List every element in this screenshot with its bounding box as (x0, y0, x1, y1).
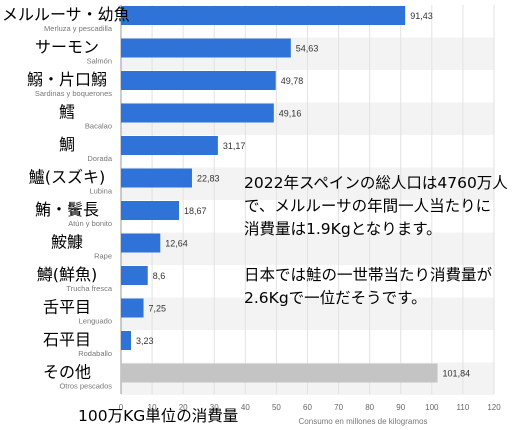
category-label-es: Rodaballo (78, 349, 112, 358)
bar (121, 233, 161, 253)
category-label-es: Otros pescados (59, 382, 112, 391)
category-label-es: Merluza y pescadilla (44, 24, 113, 33)
category-label-jp: 鮟鱇 (51, 233, 83, 252)
category-label-jp: メルルーサ・幼魚 (2, 5, 130, 24)
x-tick-label: 50 (272, 403, 281, 412)
annotation-line: で、メルルーサの年間一人当たりに (244, 197, 492, 215)
bar (121, 136, 218, 155)
value-label: 101,84 (443, 369, 471, 379)
value-label: 12,64 (165, 239, 188, 249)
annotation-text: 2022年スペインの総人口は4760万人 で、メルルーサの年間一人当たりに 消費… (244, 172, 531, 310)
category-label-jp: 鰯・片口鰯 (27, 70, 107, 89)
unit-caption: 100万KG単位の消費量 (78, 407, 239, 425)
value-labels: 91,43 54,63 49,78 49,16 31,17 22,83 18,67 12,64… (136, 11, 470, 379)
category-label-es: Bacalao (85, 122, 112, 131)
x-tick-label: 120 (487, 403, 501, 412)
category-label-jp: 鱸(スズキ) (29, 168, 106, 187)
value-label: 7,25 (149, 304, 167, 314)
category-label-jp: 鮪・鬢長 (35, 200, 99, 219)
category-label-es: Sardinas y boquerones (35, 89, 112, 98)
bar (121, 168, 192, 188)
bar (121, 71, 276, 90)
category-label-es: Trucha fresca (66, 284, 112, 293)
value-label: 91,43 (410, 11, 433, 21)
category-label-jp: 鱈 (59, 103, 75, 122)
bar (121, 331, 132, 350)
value-label: 3,23 (136, 336, 154, 346)
category-label-jp: 鱒(鮮魚) (37, 265, 98, 284)
gridlines (120, 5, 495, 394)
category-label-jp: 鯛 (59, 135, 75, 154)
bar (121, 266, 148, 285)
value-label: 49,78 (281, 76, 304, 86)
x-tick-label: 110 (457, 403, 470, 412)
x-tick-label: 30 (210, 403, 219, 412)
value-label: 31,17 (223, 141, 246, 151)
value-label: 18,67 (184, 206, 207, 216)
bar (121, 201, 180, 220)
x-axis-ticks: 0 10 20 30 40 50 60 70 80 90 100 110 120 (119, 403, 501, 412)
x-axis-label: Consumo en millones de kilogramos (299, 417, 428, 426)
category-label-es: Lubina (89, 187, 112, 196)
category-label-jp: 舌平目 (43, 298, 91, 317)
x-tick-label: 0 (119, 403, 124, 412)
x-tick-label: 20 (179, 403, 188, 412)
x-tick-label: 80 (365, 403, 374, 412)
category-label-jp: サーモン (35, 38, 99, 57)
category-label-jp: その他 (43, 363, 91, 382)
x-tick-label: 70 (334, 403, 343, 412)
category-label-es: Salmón (87, 57, 112, 66)
bars (121, 6, 438, 383)
x-tick-label: 90 (396, 403, 405, 412)
bar (121, 6, 406, 25)
annotation-line: 2.6Kgで一位だそうです。 (244, 289, 427, 307)
x-tick-label: 60 (303, 403, 312, 412)
bar (121, 38, 291, 58)
value-label: 49,16 (279, 109, 302, 119)
annotation-line: 消費量は1.9Kgとなります。 (244, 220, 442, 238)
category-label-es: Dorada (87, 154, 112, 163)
x-tick-label: 40 (241, 403, 250, 412)
category-label-es: Lenguado (79, 317, 112, 326)
x-tick-label: 100 (425, 403, 439, 412)
value-label: 54,63 (296, 44, 319, 54)
category-label-jp: 石平目 (43, 330, 91, 349)
annotation-line: 2022年スペインの総人口は4760万人 (244, 174, 508, 192)
x-tick-label: 10 (148, 403, 157, 412)
value-label: 8,6 (153, 271, 166, 281)
bar (121, 363, 438, 383)
bar (121, 103, 274, 123)
bar (121, 298, 144, 318)
value-label: 22,83 (197, 174, 220, 184)
annotation-line: 日本では鮭の一世帯当たり消費量が (244, 266, 493, 284)
category-label-es: Atún y bonito (68, 219, 112, 228)
category-label-es: Rape (94, 252, 112, 261)
